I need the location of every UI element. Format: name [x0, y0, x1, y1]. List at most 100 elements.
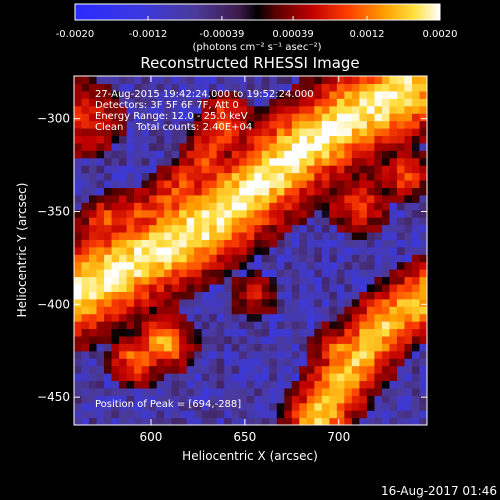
heatmap-cell: [321, 105, 330, 114]
heatmap-cell: [231, 202, 240, 211]
heatmap-cell: [134, 380, 143, 389]
heatmap-cell: [171, 410, 180, 419]
heatmap-cell: [254, 150, 263, 159]
heatmap-cell: [254, 321, 263, 330]
heatmap-cell: [321, 365, 330, 374]
heatmap-cell: [171, 231, 180, 240]
heatmap-cell: [171, 365, 180, 374]
heatmap-cell: [389, 127, 398, 137]
heatmap-cell: [209, 283, 218, 292]
heatmap-cell: [419, 358, 427, 367]
heatmap-cell: [164, 306, 173, 315]
heatmap-cell: [389, 239, 398, 248]
heatmap-cell: [201, 76, 210, 85]
heatmap-cell: [186, 395, 195, 404]
heatmap-cell: [269, 76, 278, 85]
heatmap-cell: [224, 417, 233, 425]
heatmap-cell: [104, 350, 113, 359]
heatmap-cell: [299, 402, 308, 411]
heatmap-cell: [134, 165, 143, 174]
heatmap-cell: [359, 358, 368, 367]
colorbar-tick-label: -0.0020: [56, 29, 95, 40]
heatmap-cell: [119, 365, 128, 374]
heatmap-cell: [254, 179, 263, 188]
heatmap-cell: [96, 402, 105, 411]
heatmap-cell: [89, 150, 98, 159]
heatmap-cell: [381, 380, 391, 389]
heatmap-cell: [336, 365, 345, 374]
heatmap-cell: [366, 321, 376, 330]
heatmap-cell: [254, 90, 263, 99]
heatmap-cell: [261, 306, 270, 315]
heatmap-cell: [321, 76, 330, 85]
annotation-energy-range: Energy Range: 12.0 - 25.0 keV: [95, 111, 248, 122]
heatmap-cell: [141, 202, 150, 211]
heatmap-cell: [314, 365, 323, 374]
heatmap-cell: [179, 76, 188, 85]
heatmap-cell: [351, 135, 360, 144]
heatmap-cell: [156, 120, 165, 129]
heatmap-cell: [344, 395, 353, 404]
heatmap-cell: [366, 224, 376, 233]
heatmap-cell: [374, 291, 383, 300]
heatmap-cell: [344, 358, 353, 367]
heatmap-cell: [81, 127, 90, 137]
heatmap-cell: [351, 165, 360, 174]
heatmap-cell: [81, 179, 90, 188]
heatmap-cell: [96, 261, 105, 270]
heatmap-cell: [314, 90, 323, 99]
heatmap-cell: [149, 343, 158, 352]
heatmap-cell: [291, 194, 300, 203]
heatmap-cell: [111, 179, 120, 188]
heatmap-cell: [306, 358, 315, 367]
heatmap-cell: [396, 83, 406, 92]
heatmap-cell: [156, 202, 165, 211]
heatmap-cell: [209, 157, 218, 166]
heatmap-cell: [74, 380, 83, 389]
heatmap-cell: [81, 113, 90, 122]
heatmap-cell: [194, 120, 203, 129]
heatmap-cell: [284, 276, 293, 285]
heatmap-cell: [389, 350, 398, 359]
heatmap-cell: [74, 165, 83, 174]
heatmap-cell: [366, 179, 376, 188]
heatmap-cell: [224, 343, 233, 352]
heatmap-cell: [171, 373, 180, 382]
heatmap-cell: [156, 224, 165, 233]
heatmap-cell: [209, 402, 218, 411]
heatmap-cell: [111, 365, 120, 374]
heatmap-cell: [404, 142, 413, 151]
heatmap-cell: [216, 321, 225, 330]
heatmap-cell: [321, 217, 330, 226]
heatmap-cell: [231, 261, 240, 270]
heatmap-cell: [359, 135, 368, 144]
heatmap-cell: [179, 90, 188, 99]
heatmap-cell: [419, 269, 427, 278]
heatmap-cell: [141, 417, 150, 425]
heatmap-cell: [89, 172, 98, 181]
heatmap-cell: [329, 380, 338, 389]
heatmap-cell: [126, 261, 135, 270]
heatmap-cell: [209, 113, 218, 122]
heatmap-cell: [344, 217, 353, 226]
heatmap-cell: [111, 313, 120, 322]
heatmap-cell: [351, 90, 360, 99]
heatmap-cell: [209, 380, 218, 389]
heatmap-cell: [246, 328, 255, 337]
heatmap-cell: [314, 165, 323, 174]
heatmap-cell: [224, 83, 233, 92]
heatmap-cell: [336, 217, 345, 226]
heatmap-cell: [89, 179, 98, 188]
heatmap-cell: [194, 165, 203, 174]
heatmap-cell: [141, 358, 150, 367]
heatmap-cell: [179, 239, 188, 248]
heatmap-cell: [269, 224, 278, 233]
heatmap-cell: [419, 402, 427, 411]
heatmap-cell: [134, 83, 143, 92]
heatmap-cell: [111, 321, 120, 330]
heatmap-cell: [81, 135, 90, 144]
heatmap-cell: [276, 239, 285, 248]
heatmap-cell: [299, 113, 308, 122]
heatmap-cell: [291, 239, 300, 248]
heatmap-cell: [216, 90, 225, 99]
